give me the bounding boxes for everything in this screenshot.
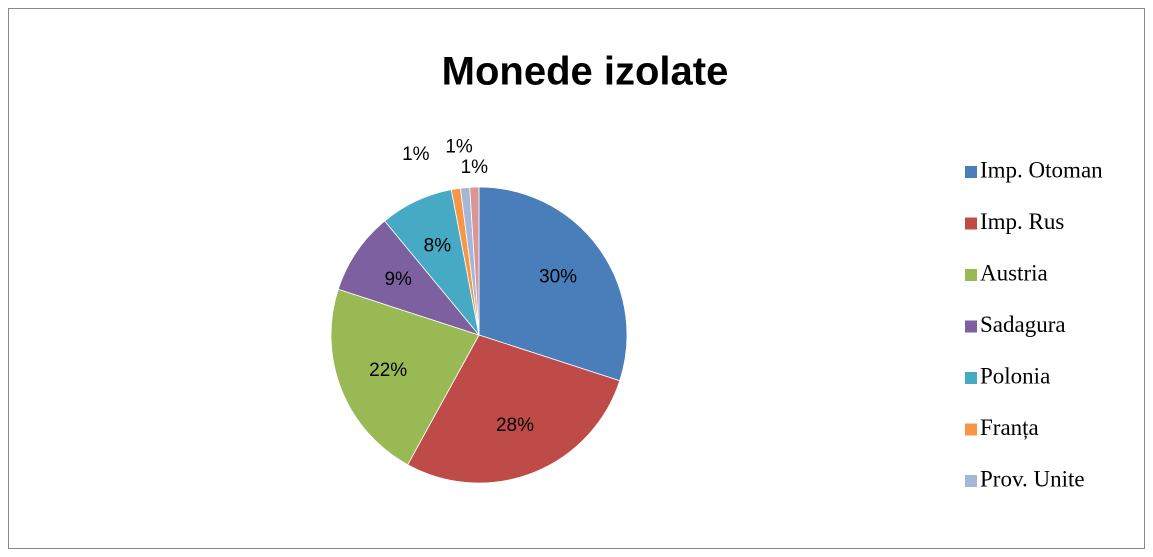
pie-slice xyxy=(478,186,628,382)
legend-swatch xyxy=(965,372,977,384)
legend-label: Prov. Unite xyxy=(980,466,1085,491)
legend-swatch xyxy=(965,166,977,178)
legend-swatch xyxy=(965,269,977,281)
pie-slice xyxy=(337,220,481,336)
legend-label: Franța xyxy=(980,415,1039,440)
legend-swatch xyxy=(965,320,977,333)
legend-swatch xyxy=(965,217,977,230)
pie-slice xyxy=(330,288,480,466)
chart-title: Monede izolate xyxy=(442,50,729,94)
legend-label: Polonia xyxy=(980,363,1050,388)
data-label: 1% xyxy=(445,137,473,158)
pie-slice xyxy=(469,186,480,336)
data-label: 1% xyxy=(461,157,489,178)
data-label: 30% xyxy=(539,267,577,288)
legend-label: Imp. Rus xyxy=(980,209,1064,234)
legend-swatch xyxy=(965,475,977,487)
legend-label: Austria xyxy=(980,260,1048,285)
data-label: 28% xyxy=(496,415,534,436)
legend-label: Imp. Otoman xyxy=(980,157,1103,182)
pie-slice xyxy=(407,334,621,484)
data-label: 8% xyxy=(424,236,452,257)
legend-swatch xyxy=(965,423,977,436)
legend-label: Sadagura xyxy=(980,312,1066,337)
data-label: 1% xyxy=(402,144,430,165)
data-label: 9% xyxy=(384,269,412,290)
data-label: 22% xyxy=(369,360,407,381)
